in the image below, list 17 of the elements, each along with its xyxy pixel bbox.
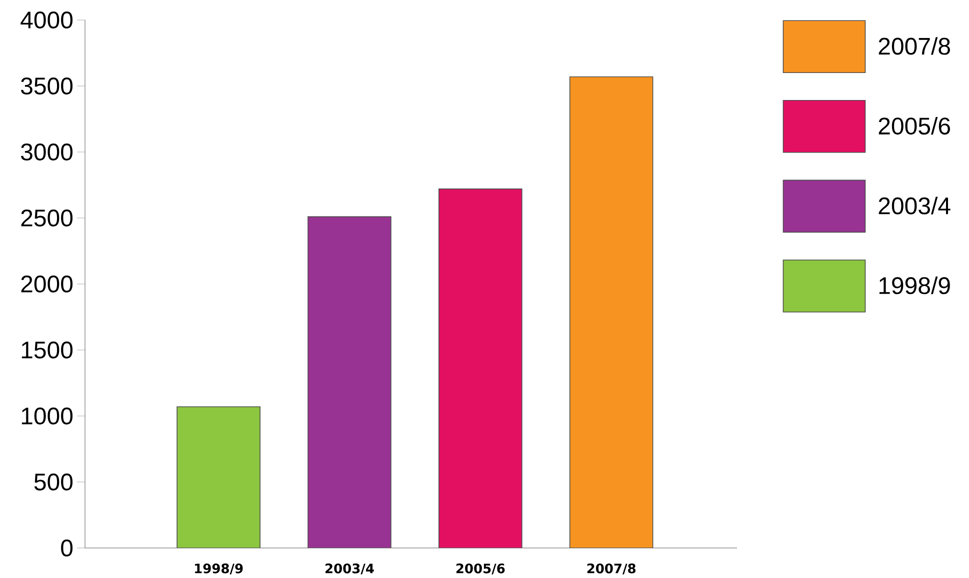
y-tick-label: 1500 [22,342,73,358]
y-tick-label: 3500 [20,78,73,94]
y-tick-label: 0 [61,539,73,556]
legend-label: 2003/4 [878,196,950,214]
legend-label: 1998/9 [879,276,950,294]
y-tick-label: 3000 [20,144,73,160]
legend-label: 2007/8 [878,37,950,55]
y-tick-label: 2000 [21,276,73,292]
y-tick-label: 1000 [22,408,73,424]
y-tick-label: 2500 [21,210,73,226]
y-tick-label: 500 [34,473,73,490]
x-tick-label: 2005/6 [456,564,505,574]
y-tick-label: 4000 [20,12,73,28]
x-tick-label: 2003/4 [326,564,374,574]
x-tick-label: 1998/9 [195,564,243,574]
legend-label: 2005/6 [878,116,950,135]
x-tick-label: 2007/8 [587,564,636,574]
